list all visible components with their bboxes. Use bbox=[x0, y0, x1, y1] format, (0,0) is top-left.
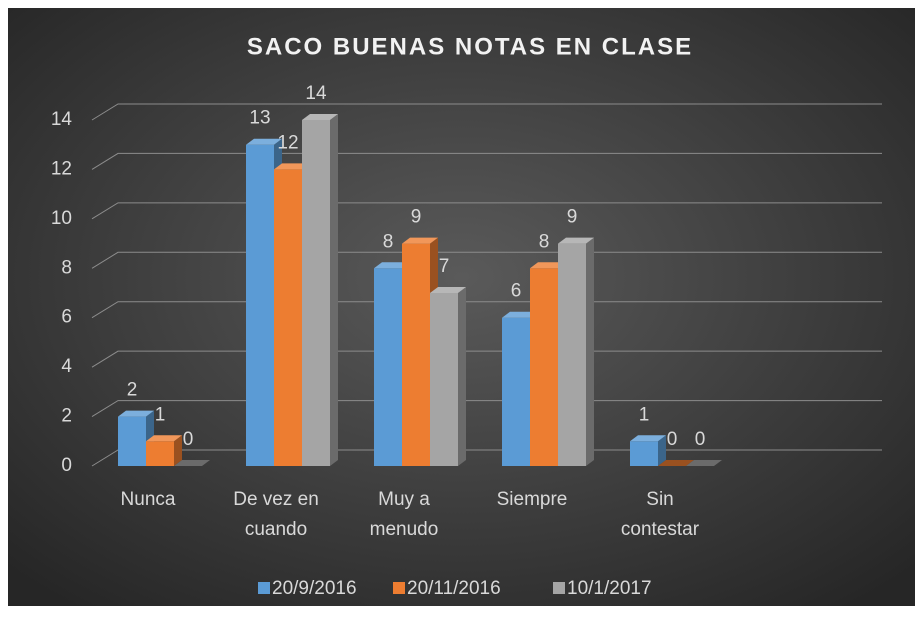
legend-swatch bbox=[393, 582, 405, 594]
bar bbox=[686, 460, 722, 466]
data-label: 0 bbox=[183, 429, 194, 450]
bar-top bbox=[274, 163, 310, 170]
bar-front bbox=[430, 293, 458, 466]
y-tick-label: 4 bbox=[61, 356, 72, 377]
bar-front bbox=[118, 416, 146, 466]
bar bbox=[146, 435, 182, 466]
bar-front bbox=[630, 441, 658, 466]
data-label: 9 bbox=[567, 207, 578, 228]
bar bbox=[174, 460, 210, 466]
legend-label: 20/9/2016 bbox=[272, 578, 357, 599]
y-tick-label: 2 bbox=[61, 406, 72, 427]
grid-line bbox=[91, 103, 882, 121]
bar-front bbox=[558, 243, 586, 466]
data-label: 8 bbox=[539, 231, 550, 252]
bar-front bbox=[274, 169, 302, 466]
legend-label: 10/1/2017 bbox=[567, 578, 652, 599]
bar bbox=[302, 114, 338, 466]
x-tick-label: Sin contestar bbox=[621, 489, 700, 540]
y-tick-label: 0 bbox=[61, 455, 72, 476]
bar-top bbox=[174, 460, 210, 466]
bar-front bbox=[146, 441, 174, 466]
bar-top bbox=[246, 138, 282, 145]
y-tick-label: 10 bbox=[51, 208, 72, 229]
x-tick-label: Muy a menudo bbox=[370, 489, 439, 540]
bar-side bbox=[330, 114, 338, 466]
data-label: 2 bbox=[127, 380, 138, 401]
data-label: 8 bbox=[383, 231, 394, 252]
bar-side bbox=[458, 287, 466, 466]
data-label: 7 bbox=[439, 256, 450, 277]
bar-side bbox=[586, 237, 594, 466]
bar-front bbox=[302, 120, 330, 466]
bar-top bbox=[558, 237, 594, 244]
bar-front bbox=[374, 268, 402, 466]
bar bbox=[658, 460, 694, 466]
legend-swatch bbox=[258, 582, 270, 594]
bar-top bbox=[118, 410, 154, 417]
grid-line bbox=[91, 152, 882, 170]
data-label: 14 bbox=[305, 83, 327, 104]
bar bbox=[630, 435, 666, 466]
bar-top bbox=[630, 435, 666, 442]
y-tick-label: 8 bbox=[61, 257, 72, 278]
x-tick-label: Siempre bbox=[497, 489, 568, 510]
data-label: 9 bbox=[411, 207, 422, 228]
data-label: 1 bbox=[155, 404, 166, 425]
bar-top bbox=[430, 287, 466, 293]
bar bbox=[558, 237, 594, 466]
bar-top bbox=[530, 262, 566, 269]
data-label: 0 bbox=[667, 429, 678, 450]
data-label: 13 bbox=[249, 108, 270, 129]
bar-top bbox=[374, 262, 410, 269]
data-label: 1 bbox=[639, 404, 650, 425]
grid-line bbox=[91, 202, 882, 220]
bar-top bbox=[658, 460, 694, 466]
data-label: 0 bbox=[695, 429, 706, 450]
bar-front bbox=[502, 317, 530, 466]
bar-top bbox=[686, 460, 722, 466]
bar-front bbox=[246, 144, 274, 466]
bar-side bbox=[174, 435, 182, 466]
grid-line bbox=[91, 301, 882, 319]
bar bbox=[430, 287, 466, 466]
data-label: 6 bbox=[511, 281, 522, 302]
legend-swatch bbox=[553, 582, 565, 594]
bar-front bbox=[530, 268, 558, 466]
y-tick-label: 14 bbox=[51, 109, 73, 130]
grid-line bbox=[91, 400, 882, 417]
legend-label: 20/11/2016 bbox=[407, 578, 501, 599]
y-tick-label: 6 bbox=[61, 307, 72, 328]
bar-top bbox=[302, 114, 338, 120]
bar-side bbox=[658, 435, 666, 466]
bar-front bbox=[402, 243, 430, 466]
chart-title: SACO BUENAS NOTAS EN CLASE bbox=[247, 33, 693, 60]
x-tick-label: De vez en cuando bbox=[233, 489, 319, 540]
grid-line bbox=[91, 350, 882, 368]
bar-top bbox=[146, 435, 182, 442]
bar-top bbox=[402, 237, 438, 244]
grid-line bbox=[91, 251, 882, 269]
y-tick-label: 12 bbox=[51, 158, 72, 179]
data-label: 12 bbox=[277, 132, 298, 153]
x-tick-label: Nunca bbox=[121, 489, 176, 510]
bar-top bbox=[502, 311, 538, 318]
